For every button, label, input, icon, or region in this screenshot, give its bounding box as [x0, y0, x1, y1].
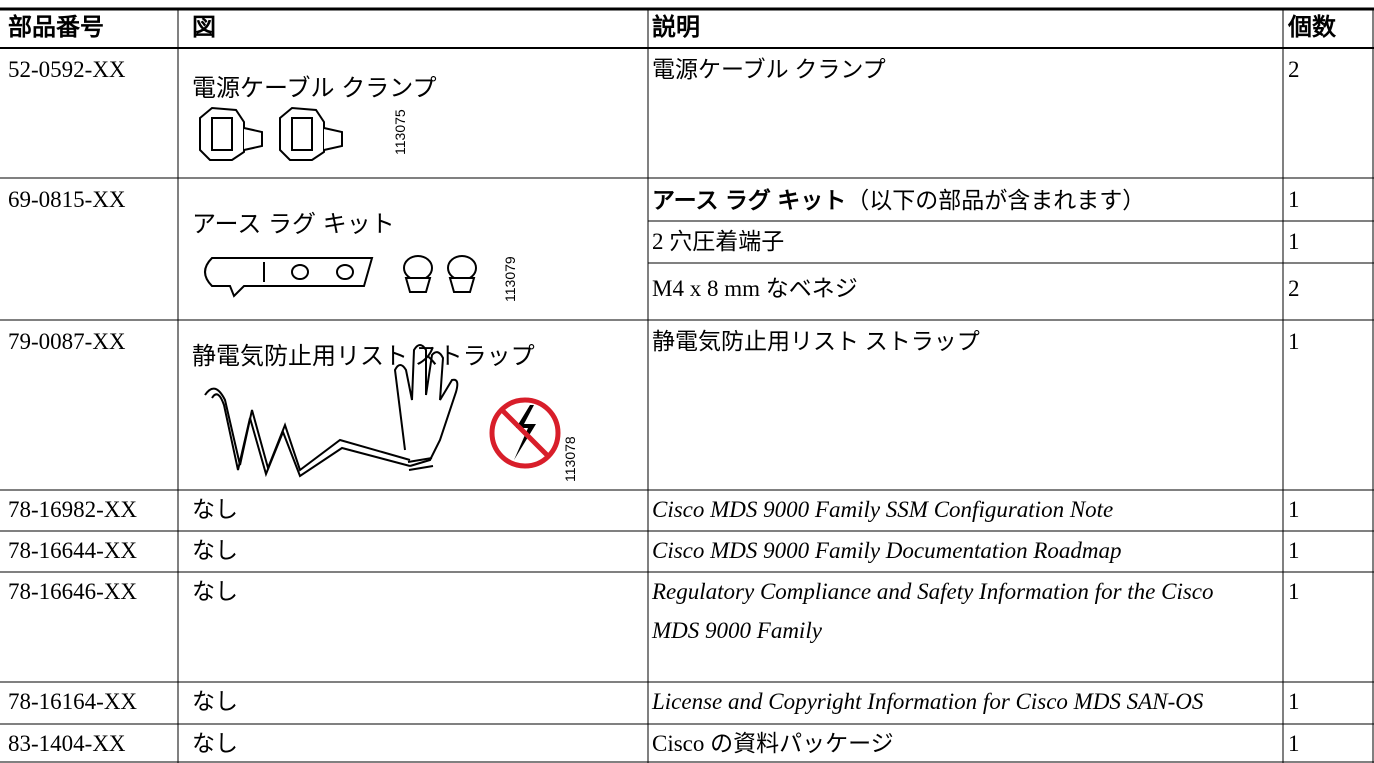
quantity: 1 — [1288, 731, 1300, 756]
header-cell: 図 — [192, 14, 216, 41]
quantity: 1 — [1288, 689, 1300, 714]
description: License and Copyright Information for Ci… — [652, 689, 1204, 714]
figure-id: 113079 — [502, 256, 518, 302]
quantity: 1 — [1288, 229, 1300, 254]
description: アース ラグ キット（以下の部品が含まれます） — [652, 181, 1145, 220]
clamp-drawing — [199, 106, 343, 161]
description: Cisco の資料パッケージ — [652, 731, 894, 756]
description: 2 穴圧着端子 — [652, 229, 785, 254]
description-line: MDS 9000 Family — [652, 618, 822, 643]
part-number: 83-1404-XX — [8, 731, 126, 756]
lug-drawing — [204, 255, 477, 298]
description: 静電気防止用リスト ストラップ — [652, 329, 980, 354]
quantity: 1 — [1288, 497, 1300, 522]
quantity: 2 — [1288, 57, 1300, 82]
figure-label: 静電気防止用リスト ストラップ — [192, 343, 535, 370]
quantity: 1 — [1288, 329, 1300, 354]
wrist-strap-drawing — [204, 344, 459, 478]
part-number: 78-16646-XX — [8, 579, 138, 604]
figure-none: なし — [192, 497, 238, 522]
figure-none: なし — [192, 689, 238, 714]
figure-none: なし — [192, 731, 238, 756]
description: M4 x 8 mm なベネジ — [652, 276, 858, 301]
description: Cisco MDS 9000 Family SSM Configuration … — [652, 497, 1114, 522]
item-note: （以下の部品が含まれます） — [846, 188, 1146, 213]
quantity: 1 — [1288, 579, 1300, 604]
figure-id: 113075 — [392, 109, 408, 155]
figure-label: アース ラグ キット — [192, 211, 395, 238]
figure-none: なし — [192, 579, 238, 604]
no-esd-symbol — [489, 397, 561, 469]
figure-none: なし — [192, 538, 238, 563]
item-name: アース ラグ キット — [652, 187, 847, 213]
quantity: 2 — [1288, 276, 1300, 301]
part-number: 78-16982-XX — [8, 497, 138, 522]
part-number: 79-0087-XX — [8, 329, 126, 354]
description: Cisco MDS 9000 Family Documentation Road… — [652, 538, 1122, 563]
description: 電源ケーブル クランプ — [652, 57, 886, 82]
part-number: 78-16644-XX — [8, 538, 138, 563]
quantity: 1 — [1288, 538, 1300, 563]
description-line: Regulatory Compliance and Safety Informa… — [652, 579, 1214, 604]
quantity: 1 — [1288, 187, 1300, 212]
part-number: 78-16164-XX — [8, 689, 138, 714]
header-cell: 部品番号 — [8, 14, 104, 41]
part-number: 52-0592-XX — [8, 57, 126, 82]
header-cell: 説明 — [652, 14, 700, 41]
figure-id: 113078 — [562, 436, 578, 482]
part-number: 69-0815-XX — [8, 187, 126, 212]
header-cell: 個数 — [1288, 14, 1336, 41]
figure-label: 電源ケーブル クランプ — [192, 75, 437, 102]
